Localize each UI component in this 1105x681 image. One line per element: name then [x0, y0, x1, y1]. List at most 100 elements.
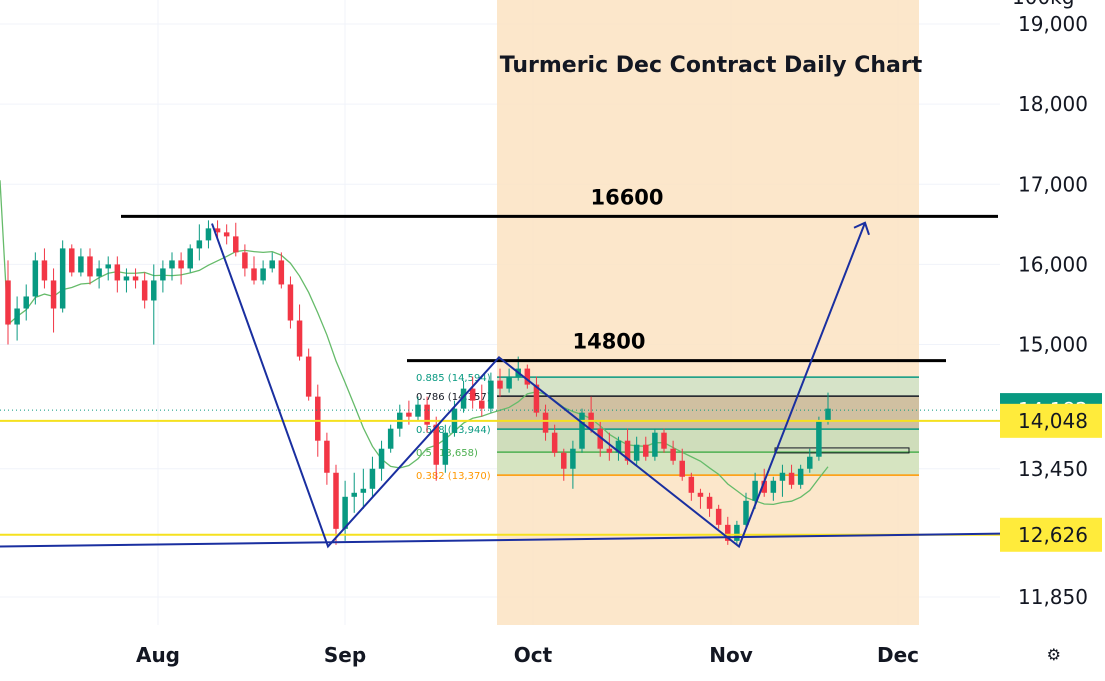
y-tick-label: 11,850 [1018, 585, 1088, 609]
candle-body [333, 472, 339, 529]
gear-icon[interactable]: ⚙ [1046, 647, 1061, 664]
x-tick-label: Sep [324, 643, 366, 667]
candle-body [269, 260, 275, 269]
level-label: 16600 [590, 185, 663, 209]
zigzag-pattern [0, 221, 1001, 549]
price-badge-label: 14,048 [1018, 409, 1088, 433]
candle-body [69, 248, 75, 273]
fib-zone [497, 429, 919, 453]
candle-body [14, 308, 20, 325]
price-badge [1000, 403, 1102, 438]
candle-body [488, 380, 494, 409]
candle-body [415, 404, 421, 417]
candle-body [479, 400, 485, 409]
candle-body [524, 368, 531, 385]
candle-body [169, 260, 175, 269]
chart-title: Turmeric Dec Contract Daily Chart [500, 53, 923, 78]
zigzag-line [211, 222, 866, 549]
candle-body [223, 232, 230, 237]
candle-body [643, 444, 649, 457]
x-tick-label: Aug [136, 643, 180, 667]
candle-body [761, 480, 767, 493]
level-label: 14800 [572, 330, 645, 354]
candles [5, 220, 831, 545]
candle-body [196, 240, 203, 249]
small-box [774, 447, 910, 454]
y-axis: 19,000 18,000 17,000 16,000 15,000 13,450 11,8… [1000, 12, 1102, 609]
candle-body [351, 492, 357, 497]
candle-body [533, 384, 540, 413]
candle-body [233, 236, 239, 253]
fib-zone [497, 396, 919, 430]
fib-level-label: 0.786 (14,357) [416, 392, 491, 403]
candle-body [406, 412, 412, 417]
candle-body [105, 264, 111, 269]
candle-body [725, 524, 731, 541]
candle-body [32, 260, 39, 297]
highlight-zone [497, 0, 919, 625]
candle-body [78, 256, 84, 273]
candle-body [141, 280, 148, 301]
fib-level-label: 0.382 (13,370) [416, 471, 491, 482]
candle-body [797, 468, 804, 485]
candle-body [369, 468, 376, 489]
candle-body [442, 432, 449, 465]
candle-body [160, 268, 166, 281]
candle-body [424, 404, 430, 425]
candle-body [114, 264, 121, 281]
candle-body [315, 396, 321, 441]
candle-body [387, 428, 394, 449]
fib-level-label: 0.885 (14,594) [416, 373, 491, 384]
support-trendline [0, 532, 1001, 548]
candle-body [779, 472, 786, 481]
candle-body [679, 460, 685, 477]
candle-body [597, 428, 603, 449]
x-axis: Aug Sep Oct Nov Dec [136, 643, 919, 667]
candle-body [187, 248, 193, 269]
candle-body [5, 280, 11, 325]
candle-body [788, 472, 795, 485]
candle-body [214, 228, 221, 233]
candle-body [360, 488, 367, 493]
candle-body [506, 376, 512, 389]
candle-body [697, 492, 704, 497]
fib-zone [497, 452, 919, 476]
moving-average [0, 180, 829, 506]
candle-body [342, 496, 348, 529]
y-unit-label: 100kg [1012, 0, 1074, 9]
y-tick-label: 19,000 [1018, 12, 1088, 36]
y-tick-label: 17,000 [1018, 172, 1088, 196]
candle-body [433, 424, 439, 465]
candle-body [561, 452, 567, 469]
candle-body [132, 276, 139, 281]
candle-body [706, 496, 713, 509]
candle-body [59, 248, 66, 309]
candle-body [752, 480, 758, 501]
price-badge-label: 12,626 [1018, 523, 1088, 547]
candle-body [807, 456, 813, 469]
candle-body [715, 508, 722, 525]
candle-body [205, 228, 212, 241]
y-tick-label: 16,000 [1018, 252, 1088, 276]
candle-body [251, 268, 257, 281]
candle-body [469, 388, 476, 401]
candle-body [816, 420, 822, 457]
candle-body [570, 448, 576, 469]
candle-body [652, 432, 658, 457]
candle-body [770, 480, 777, 493]
candle-body [278, 260, 285, 285]
candle-body [41, 260, 48, 281]
fib-zone [497, 377, 919, 397]
candle-body [615, 440, 622, 453]
candle-body [324, 440, 330, 473]
candle-body [23, 296, 29, 309]
candle-body [734, 524, 740, 541]
candle-body [296, 320, 303, 357]
candle-body [688, 476, 695, 493]
candle-body [624, 440, 631, 461]
candle-body [123, 276, 130, 281]
candle-body [743, 500, 749, 525]
y-tick-label: 15,000 [1018, 333, 1088, 357]
candle-body [670, 448, 676, 461]
